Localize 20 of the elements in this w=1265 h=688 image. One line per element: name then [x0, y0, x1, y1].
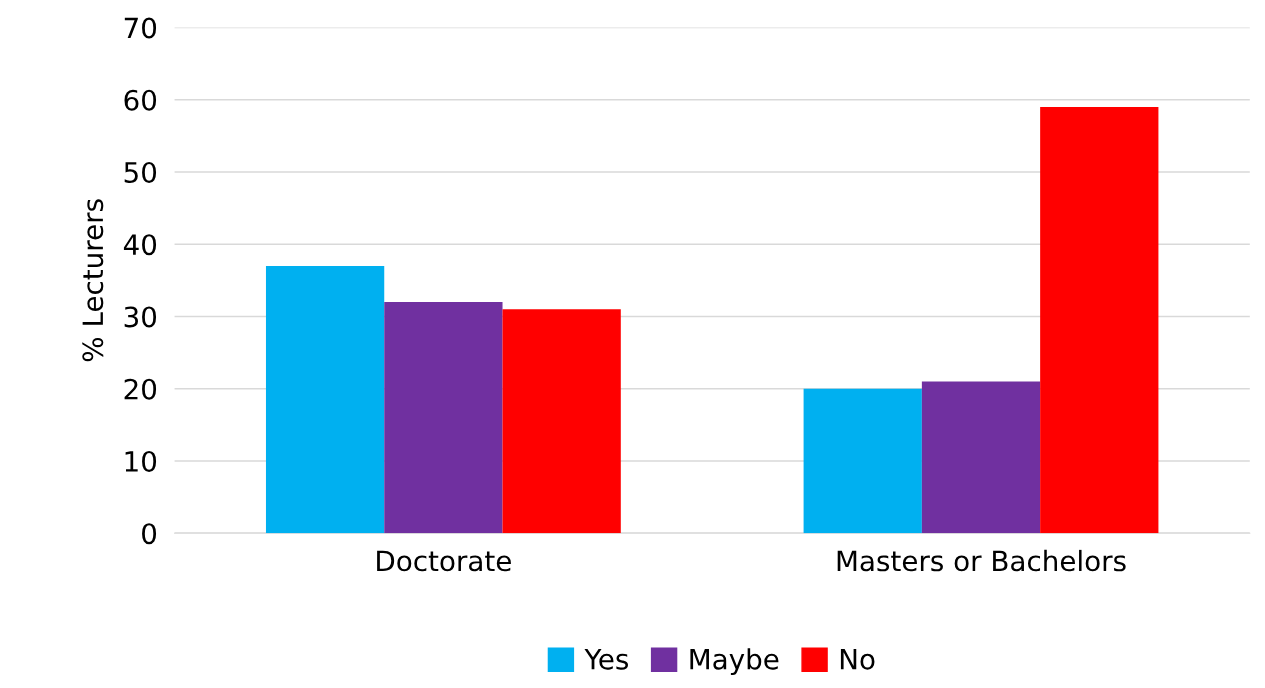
y-tick-label: 10: [125, 450, 157, 472]
bar: [265, 265, 385, 534]
bar: [921, 381, 1041, 534]
x-tick-label: Doctorate: [377, 550, 511, 572]
y-tick-label: 0: [142, 523, 157, 545]
y-axis-title: % Lecturers: [82, 199, 104, 362]
x-tick-label: Masters or Bachelors: [837, 549, 1126, 572]
bar: [1040, 106, 1159, 534]
bar: [502, 309, 621, 534]
y-tick-label: 70: [124, 17, 157, 39]
y-tick-label: 60: [124, 89, 157, 111]
y-tick-label: 50: [124, 161, 157, 183]
legend-label: No: [840, 649, 875, 670]
legend-label: Maybe: [690, 648, 779, 676]
y-tick-label: 20: [124, 378, 157, 400]
legend-label: Yes: [584, 649, 629, 670]
bar: [384, 302, 503, 534]
bar: [803, 388, 922, 534]
y-tick-label: 40: [123, 234, 157, 256]
y-tick-label: 30: [124, 306, 157, 328]
